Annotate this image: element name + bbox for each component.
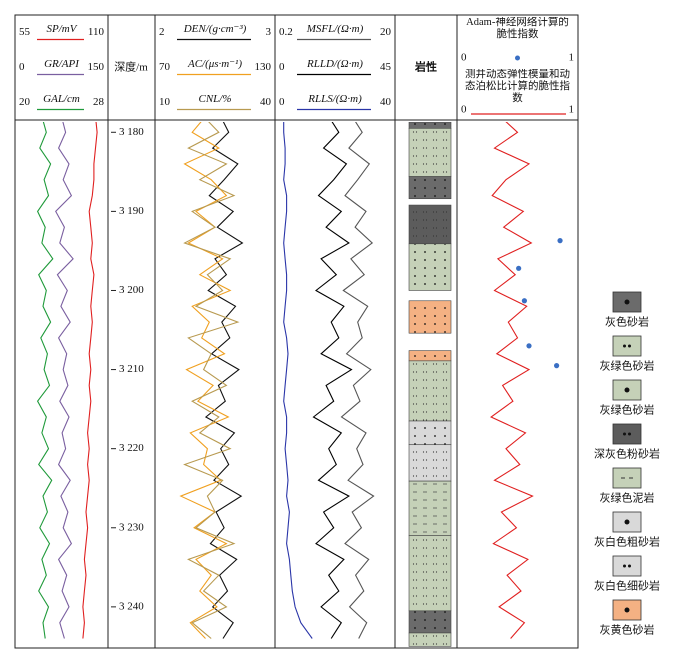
depth-tick-label: 3 220 <box>119 442 144 454</box>
curve <box>283 122 313 639</box>
scale-max: 110 <box>88 26 105 38</box>
scale-max: 40 <box>260 96 272 108</box>
curve <box>36 122 54 639</box>
legend-dot <box>623 564 626 568</box>
curve <box>340 122 375 639</box>
legend-marker <box>515 55 520 61</box>
legend-dot <box>628 432 631 436</box>
lithology-header: 岩性 <box>414 60 437 74</box>
scale-max: 28 <box>93 96 105 108</box>
legend-dot <box>624 299 630 305</box>
scale-max: 40 <box>380 96 392 108</box>
scale-max: 1 <box>569 104 575 116</box>
series-name-box: Adam-神经网络计算的脆性指数 <box>466 17 569 40</box>
series-name: MSFL/(Ω·m) <box>306 23 364 35</box>
data-point <box>554 363 560 369</box>
curve <box>82 122 98 639</box>
legend-label: 灰黄色砂岩 <box>600 623 655 637</box>
data-point <box>526 343 532 349</box>
series-name: 测井动态弹性模量和动态泊松比计算的脆性指数 <box>465 69 570 104</box>
depth-tick-label: 3 240 <box>119 600 144 612</box>
legend-dot <box>624 519 630 525</box>
series-name: Adam-神经网络计算的脆性指数 <box>466 17 569 40</box>
curve <box>179 122 232 639</box>
legend-swatch <box>612 467 642 489</box>
lithology-interval <box>408 243 452 291</box>
scale-max: 1 <box>569 52 575 64</box>
data-point <box>521 298 528 304</box>
scale-max: 150 <box>88 61 105 73</box>
legend-swatch <box>612 423 642 445</box>
curve <box>490 122 534 639</box>
curve <box>204 122 244 639</box>
lithology-interval <box>408 632 452 647</box>
series-name: AC/(μs·m⁻¹) <box>187 58 242 70</box>
depth-tick-label: 3 200 <box>119 284 144 296</box>
legend-label: 深灰色粉砂岩 <box>594 447 660 461</box>
legend-dot <box>628 344 631 348</box>
legend-label: 灰白色细砂岩 <box>594 579 660 593</box>
scale-max: 130 <box>255 61 272 73</box>
legend-label: 灰色砂岩 <box>605 315 649 329</box>
scale-min: 70 <box>159 61 171 73</box>
frame-border <box>14 14 579 649</box>
series-name: GAL/cm <box>43 93 80 105</box>
scale-max: 45 <box>380 61 392 73</box>
scale-min: 0 <box>279 61 285 73</box>
scale-min: 2 <box>159 26 165 38</box>
series-name: DEN/(g·cm⁻³) <box>183 23 247 35</box>
legend-dot <box>623 432 626 436</box>
frame <box>14 14 579 649</box>
lithology-interval <box>408 300 452 334</box>
scale-max: 3 <box>266 26 272 38</box>
scale-min: 55 <box>19 26 31 38</box>
series-name-box: 测井动态弹性模量和动态泊松比计算的脆性指数 <box>465 69 570 104</box>
depth-tick-label: 3 210 <box>119 363 144 375</box>
series-name: SP/mV <box>47 23 78 35</box>
scale-min: 0.2 <box>279 26 293 38</box>
legend-swatch <box>612 335 642 357</box>
legend-label: 灰绿色砂岩 <box>600 403 655 417</box>
lithology-interval <box>408 360 452 422</box>
lithology-interval <box>408 204 452 245</box>
depth-tick-label: 3 190 <box>119 205 144 217</box>
series-name: GR/API <box>44 58 80 70</box>
series-name: RLLD/(Ω·m) <box>306 58 363 70</box>
data-point <box>557 238 563 244</box>
legend-dot <box>628 564 631 568</box>
lithology-interval <box>408 420 452 446</box>
curve <box>183 122 240 639</box>
curve <box>312 122 353 639</box>
lithology-interval <box>408 128 452 177</box>
scale-min: 0 <box>461 52 467 64</box>
lithology-interval <box>408 444 452 482</box>
lithology-interval <box>408 350 452 362</box>
scale-min: 0 <box>461 104 467 116</box>
depth-tick-label: 3 180 <box>119 126 144 138</box>
legend-swatch <box>612 555 642 577</box>
data-point <box>516 265 522 271</box>
legend-dot <box>623 344 626 348</box>
scale-min: 0 <box>279 96 285 108</box>
legend-label: 灰绿色砂岩 <box>600 359 655 373</box>
curve <box>55 122 74 639</box>
legend-label: 灰白色粗砂岩 <box>594 535 660 549</box>
lithology-interval <box>408 535 452 612</box>
lithology-interval <box>408 176 452 200</box>
lithology-interval <box>408 480 452 536</box>
legend-dot <box>624 607 630 613</box>
legend-label: 灰绿色泥岩 <box>600 491 655 505</box>
series-name: CNL/% <box>198 93 231 105</box>
scale-min: 10 <box>159 96 171 108</box>
legend-dot <box>624 387 630 393</box>
depth-header: 深度/m <box>114 60 148 74</box>
series-name: RLLS/(Ω·m) <box>307 93 362 105</box>
depth-tick-label: 3 230 <box>119 521 144 533</box>
lithology-interval <box>408 610 452 634</box>
lithology-interval <box>408 122 452 129</box>
scale-max: 20 <box>380 26 392 38</box>
scale-min: 0 <box>19 61 25 73</box>
scale-min: 20 <box>19 96 31 108</box>
